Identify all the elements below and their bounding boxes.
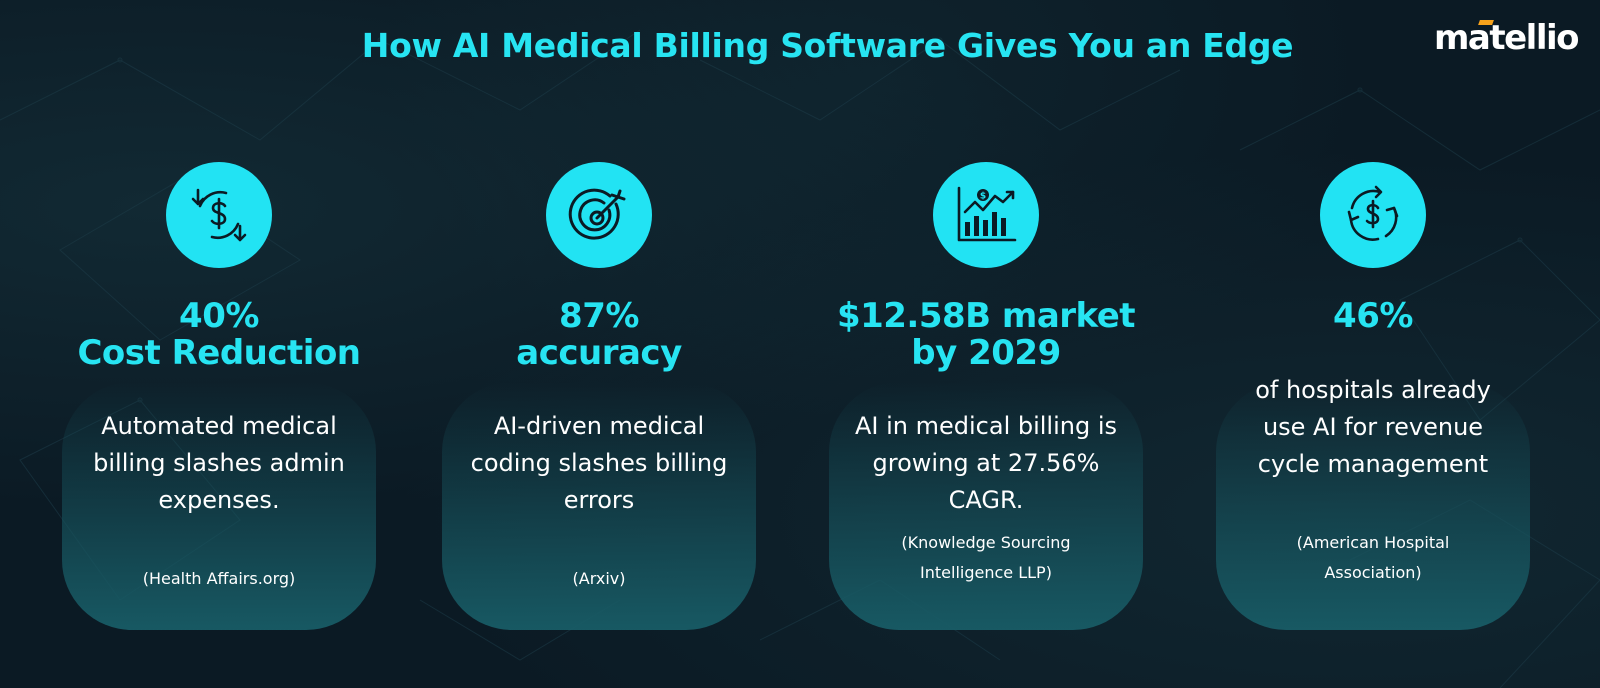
description-line: growing at 27.56% (872, 449, 1100, 477)
icon-badge: $ (933, 162, 1039, 268)
icon-badge (546, 162, 652, 268)
stat-description: of hospitals already use AI for revenue … (1216, 372, 1530, 483)
icon-badge (166, 162, 272, 268)
dollar-cycle-down-icon (191, 188, 247, 242)
description-line: cycle management (1257, 450, 1489, 478)
description-line: coding slashes billing (470, 449, 728, 477)
dollar-recycle-icon (1347, 185, 1399, 241)
stat-value: $12.58B market (836, 296, 1136, 336)
source-line: (Health Affairs.org) (142, 569, 296, 588)
stat-description: AI-driven medical coding slashes billing… (442, 408, 756, 519)
stat-headline: 40% Cost Reduction (42, 298, 396, 372)
page-title: How AI Medical Billing Software Gives Yo… (361, 26, 1294, 65)
icon-badge (1320, 162, 1426, 268)
stat-description: AI in medical billing is growing at 27.5… (829, 408, 1143, 519)
description-line: AI-driven medical (493, 412, 705, 440)
stat-source: (Knowledge Sourcing Intelligence LLP) (829, 528, 1143, 588)
card-background (62, 382, 376, 630)
stat-source: (American Hospital Association) (1216, 528, 1530, 588)
description-line: billing slashes admin (93, 449, 345, 477)
logo-accent-mark (1478, 20, 1494, 25)
stat-label: accuracy (516, 333, 682, 373)
stat-card-accuracy: 87% accuracy AI-driven medical coding sl… (442, 152, 756, 630)
stat-card-hospitals: 46% of hospitals already use AI for reve… (1216, 152, 1530, 630)
stat-label: by 2029 (911, 333, 1061, 373)
source-line: (Arxiv) (572, 569, 626, 588)
stat-source: (Health Affairs.org) (62, 564, 376, 594)
stat-headline: 46% (1196, 298, 1550, 335)
description-line: AI in medical billing is (854, 412, 1118, 440)
target-icon (568, 188, 626, 240)
source-line: (American Hospital (1296, 533, 1450, 552)
description-line: errors (563, 486, 635, 514)
source-line: Intelligence LLP) (920, 563, 1052, 582)
card-background (442, 382, 756, 630)
description-line: expenses. (158, 486, 280, 514)
stat-headline: $12.58B market by 2029 (809, 298, 1163, 372)
stat-card-market: $ $12.58B market by 2029 AI in medical b… (829, 152, 1143, 630)
stat-value: 46% (1333, 296, 1413, 336)
growth-chart-icon: $ (957, 186, 1017, 242)
source-line: (Knowledge Sourcing (901, 533, 1071, 552)
svg-text:$: $ (980, 192, 986, 202)
stat-source: (Arxiv) (442, 564, 756, 594)
description-line: CAGR. (948, 486, 1024, 514)
stat-description: Automated medical billing slashes admin … (62, 408, 376, 519)
card-background (829, 382, 1143, 630)
card-background (1216, 382, 1530, 630)
description-line: use AI for revenue (1262, 413, 1484, 441)
stat-card-cost-reduction: 40% Cost Reduction Automated medical bil… (62, 152, 376, 630)
description-line: Automated medical (101, 412, 337, 440)
source-line: Association) (1324, 563, 1422, 582)
stat-headline: 87% accuracy (422, 298, 776, 372)
brand-logo: matellio (1433, 18, 1580, 58)
logo-text: matellio (1433, 18, 1580, 58)
stat-value: 87% (559, 296, 639, 336)
description-line: of hospitals already (1255, 376, 1491, 404)
stat-value: 40% (179, 296, 259, 336)
stat-label: Cost Reduction (77, 333, 361, 373)
